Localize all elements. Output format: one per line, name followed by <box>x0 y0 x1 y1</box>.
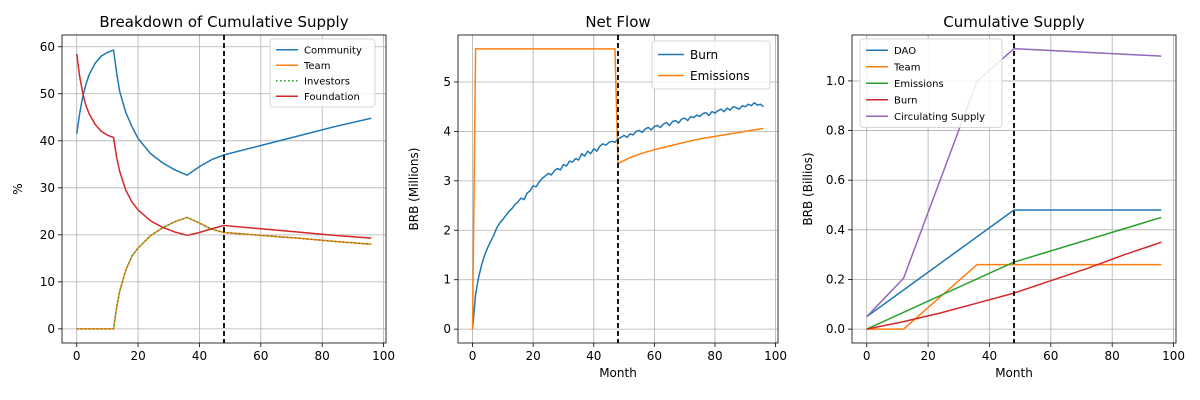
y-tick-label: 10 <box>40 275 55 289</box>
legend-label: Investors <box>304 76 350 87</box>
legend-label: Emissions <box>894 79 944 90</box>
legend-box <box>859 38 1003 128</box>
legend-label: Team <box>893 62 920 73</box>
y-tick-label: 2 <box>443 223 451 237</box>
x-axis-label: Month <box>599 366 637 380</box>
series-line-community <box>75 49 372 176</box>
x-tick-label: 20 <box>526 349 541 363</box>
x-tick-label: 20 <box>130 349 145 363</box>
legend-box <box>269 38 376 108</box>
y-tick-label: 1.0 <box>826 74 845 88</box>
legend-label: Emissions <box>690 69 750 83</box>
axes-frame <box>851 34 1177 344</box>
series-line-emissions <box>471 48 764 330</box>
legend-label: Team <box>303 61 330 72</box>
y-tick-label: 5 <box>443 75 451 89</box>
series-line-emissions <box>866 216 1162 330</box>
axes-frame <box>457 34 779 344</box>
y-tick-label: 0 <box>47 322 55 336</box>
chart-title: Cumulative Supply <box>943 13 1085 31</box>
legend-label: Foundation <box>304 92 360 103</box>
legend-label: DAO <box>894 46 916 57</box>
x-tick-label: 80 <box>315 349 330 363</box>
legend-label: Burn <box>690 48 718 62</box>
x-axis-label: Month <box>995 366 1033 380</box>
y-axis-label: BRB (Billios) <box>801 152 815 225</box>
x-tick-label: 60 <box>1043 349 1058 363</box>
x-tick-label: 0 <box>469 349 477 363</box>
y-tick-label: 0.8 <box>826 124 845 138</box>
axes-frame <box>61 34 387 344</box>
y-tick-label: 20 <box>40 228 55 242</box>
y-axis-label: BRB (Millions) <box>407 148 421 231</box>
y-tick-label: 0.2 <box>826 272 845 286</box>
y-tick-label: 0.0 <box>826 322 845 336</box>
legend-label: Burn <box>894 95 917 106</box>
chart-title: Net Flow <box>585 13 650 31</box>
series-line-foundation <box>75 53 372 239</box>
y-tick-label: 0 <box>443 322 451 336</box>
x-tick-label: 100 <box>764 349 787 363</box>
y-axis-label: % <box>11 183 25 194</box>
y-tick-label: 1 <box>443 273 451 287</box>
y-tick-label: 4 <box>443 124 451 138</box>
legend-label: Circulating Supply <box>894 112 985 123</box>
series-line-dao <box>866 209 1162 318</box>
y-tick-label: 40 <box>40 134 55 148</box>
x-tick-label: 0 <box>863 349 871 363</box>
y-tick-label: 30 <box>40 181 55 195</box>
x-tick-label: 20 <box>920 349 935 363</box>
x-tick-label: 40 <box>982 349 997 363</box>
x-tick-label: 40 <box>192 349 207 363</box>
legend-label: Community <box>304 45 362 56</box>
chart-2: 0 20 40 60 80 100 0 1 2 3 4 5 Net Flow Month BRB (Mill… <box>407 13 787 380</box>
x-tick-label: 100 <box>372 349 395 363</box>
y-tick-label: 0.4 <box>826 223 845 237</box>
x-tick-label: 40 <box>586 349 601 363</box>
x-tick-label: 80 <box>707 349 722 363</box>
y-tick-label: 3 <box>443 174 451 188</box>
x-tick-label: 60 <box>647 349 662 363</box>
x-tick-label: 60 <box>253 349 268 363</box>
series-line-team <box>866 263 1162 330</box>
x-tick-label: 80 <box>1105 349 1120 363</box>
chart-title: Breakdown of Cumulative Supply <box>99 13 348 31</box>
chart-1: 0 20 40 60 80 100 0 10 20 30 40 50 60 Breakdown of Cu… <box>11 13 395 363</box>
y-tick-label: 60 <box>40 40 55 54</box>
x-tick-label: 100 <box>1162 349 1185 363</box>
y-tick-label: 50 <box>40 87 55 101</box>
legend-box <box>651 40 771 90</box>
series-line-investors <box>76 216 372 330</box>
x-tick-label: 0 <box>73 349 81 363</box>
y-tick-label: 0.6 <box>826 173 845 187</box>
chart-3: 0 20 40 60 80 100 0.0 0.2 0.4 0.6 0.8 1.0 Cumulative… <box>801 13 1185 380</box>
